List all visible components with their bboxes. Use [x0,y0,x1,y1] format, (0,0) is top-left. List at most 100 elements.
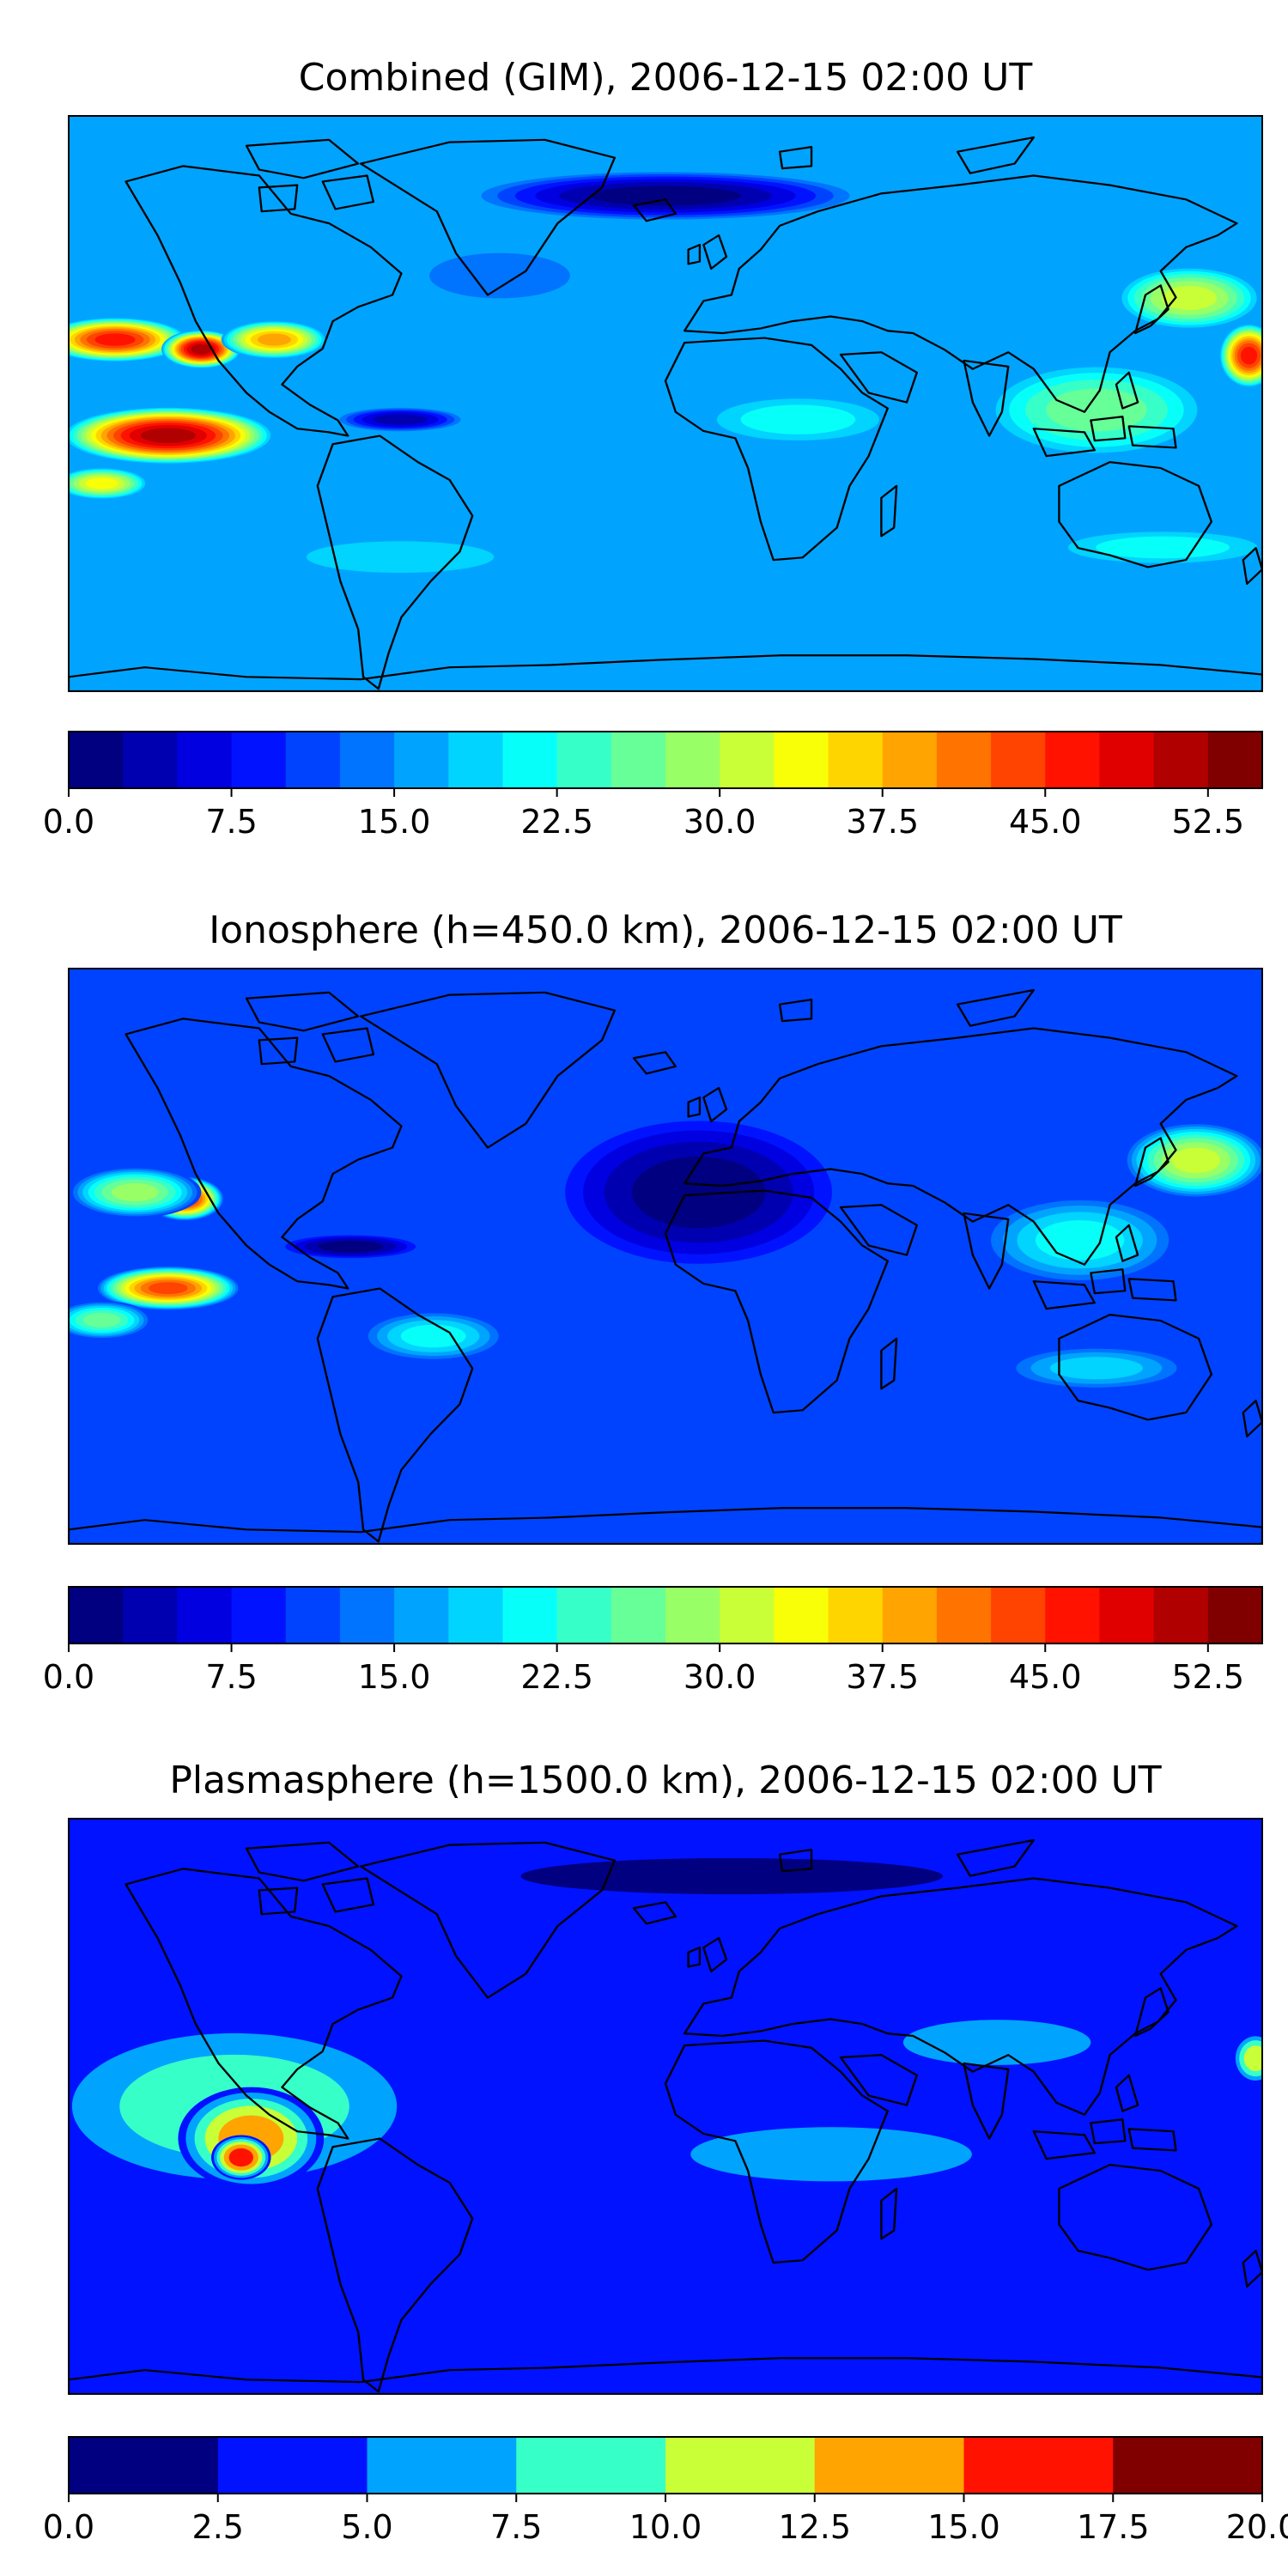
colorbar-tick-label: 22.5 [520,803,593,841]
tec-contour-7 [520,1857,943,1895]
colorbar-segment [502,1587,558,1643]
contour-level [902,2020,1091,2065]
contour-level [82,1313,121,1327]
colorbar-segment [285,1587,341,1643]
colorbar-segment [556,1587,612,1643]
colorbar-tick-label: 0.0 [43,803,94,841]
contour-level [1035,1220,1125,1261]
contour-level [520,1857,943,1895]
contour-level [1240,346,1258,365]
panel-title: Combined (GIM), 2006-12-15 02:00 UT [299,56,1033,100]
colorbar-frame [68,1586,1263,1644]
tec-contour-7 [1003,1346,1190,1391]
tec-contour-3 [94,1266,241,1311]
colorbar-segment [991,732,1046,788]
colorbar-tick-label: 0.0 [43,1658,94,1696]
contour-level [228,2148,253,2167]
colorbar-segment [556,732,612,788]
contour-level [257,333,291,346]
tec-contour-9 [285,1235,416,1259]
contour-level [1171,1147,1221,1174]
tec-contour-6 [864,2010,1130,2075]
colorbar-segment [123,1587,178,1643]
panel-title: Plasmasphere (h=1500.0 km), 2006-12-15 0… [169,1759,1161,1802]
tec-contour-10 [565,1121,833,1264]
contour-level [1046,388,1147,432]
colorbar-tick-label: 37.5 [846,1658,919,1696]
colorbar-segment [611,1587,666,1643]
colorbar-segment [1045,1587,1101,1643]
tec-contour-6 [980,1195,1180,1285]
colorbar-segment [936,1587,992,1643]
colorbar-tick-label: 45.0 [1009,1658,1082,1696]
tec-contour-13 [339,408,461,432]
colorbar-segment [502,732,558,788]
colorbar-tick-label: 30.0 [683,1658,756,1696]
colorbar-segment [1099,732,1155,788]
colorbar-segment [394,732,449,788]
colorbar-segment [720,732,775,788]
colorbar-tick-label: 15.0 [358,803,431,841]
colorbar-segment [814,2437,965,2494]
colorbar-tick-label: 52.5 [1172,803,1245,841]
colorbar-segment [339,732,395,788]
tec-contour-10 [429,252,570,299]
colorbar-segment [611,732,666,788]
colorbar-segment [882,1587,938,1643]
tec-contour-8 [983,361,1210,459]
contour-level [94,333,136,346]
colorbar-segment [1099,1587,1155,1643]
colorbar-segment [828,1587,884,1643]
colorbar-segment [231,1587,287,1643]
map-frame [68,1818,1263,2395]
colorbar-segment [991,1587,1046,1643]
contour-level [590,185,741,206]
map-field [69,1819,1262,2394]
colorbar-tick-label: 10.0 [629,2508,702,2546]
tec-contour-7 [1218,323,1262,388]
tec-contour-1 [69,317,188,362]
tec-contour-2 [69,1166,202,1218]
colorbar-segment [665,2437,816,2494]
map-frame [68,968,1263,1545]
colorbar-tick-label: 52.5 [1172,1658,1245,1696]
colorbar-segment [285,732,341,788]
colorbar-segment [1153,732,1209,788]
contour-level [1243,2045,1262,2072]
panel-title: Ionosphere (h=450.0 km), 2006-12-15 02:0… [209,908,1122,952]
colorbar: 0.0 7.5 15.0 22.5 30.0 37.5 45.0 52.5 [43,731,1263,841]
tec-contour-5 [69,467,149,500]
colorbar-segment [665,732,720,788]
colorbar-segment [231,732,287,788]
contour-level [111,1183,159,1202]
map-field [69,969,1262,1544]
colorbar-segment [936,732,992,788]
colorbar-segment [828,732,884,788]
colorbar-tick-label: 12.5 [778,2508,851,2546]
tec-contour-12 [1047,528,1262,567]
colorbar-tick-label: 0.0 [43,2508,94,2546]
colorbar-segment [1153,1587,1209,1643]
colorbar-segment [1045,732,1101,788]
colorbar-segment [123,732,178,788]
colorbar-tick-label: 37.5 [846,803,919,841]
tec-contour-6 [1116,265,1262,331]
contour-level [690,2127,972,2182]
colorbar-tick-label: 15.0 [927,2508,1000,2546]
contour-level [429,252,570,299]
contour-level [1096,536,1230,559]
contour-level [400,1324,466,1348]
colorbar-segment [394,1587,449,1643]
contour-level [85,477,118,489]
contour-level [140,428,196,443]
colorbar-segment [963,2437,1114,2494]
colorbar-tick-label: 7.5 [205,1658,257,1696]
tec-contour-4 [69,1301,152,1340]
colorbar-segment [339,1587,395,1643]
tec-contour-9 [698,393,898,446]
colorbar-segment [69,2437,219,2494]
contour-level [373,414,428,425]
tec-contour-3 [69,406,275,465]
colorbar-tick-label: 30.0 [683,803,756,841]
